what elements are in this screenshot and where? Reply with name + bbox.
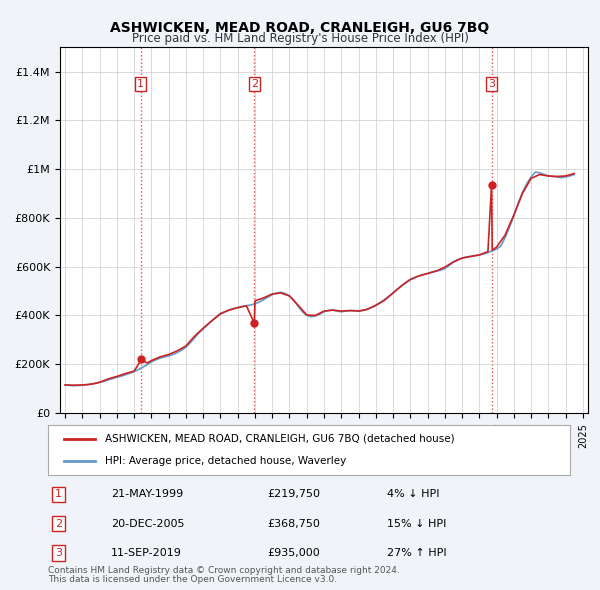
Text: 1: 1 (55, 490, 62, 499)
Text: Price paid vs. HM Land Registry's House Price Index (HPI): Price paid vs. HM Land Registry's House … (131, 32, 469, 45)
Text: 3: 3 (55, 548, 62, 558)
Text: 4% ↓ HPI: 4% ↓ HPI (388, 490, 440, 499)
Text: 11-SEP-2019: 11-SEP-2019 (110, 548, 182, 558)
Text: £935,000: £935,000 (267, 548, 320, 558)
Text: 27% ↑ HPI: 27% ↑ HPI (388, 548, 447, 558)
Text: ASHWICKEN, MEAD ROAD, CRANLEIGH, GU6 7BQ: ASHWICKEN, MEAD ROAD, CRANLEIGH, GU6 7BQ (110, 21, 490, 35)
Text: This data is licensed under the Open Government Licence v3.0.: This data is licensed under the Open Gov… (48, 575, 337, 584)
Text: £368,750: £368,750 (267, 519, 320, 529)
Text: 3: 3 (488, 79, 495, 88)
Text: 15% ↓ HPI: 15% ↓ HPI (388, 519, 446, 529)
Text: HPI: Average price, detached house, Waverley: HPI: Average price, detached house, Wave… (106, 456, 347, 466)
Text: 2: 2 (251, 79, 258, 88)
Text: ASHWICKEN, MEAD ROAD, CRANLEIGH, GU6 7BQ (detached house): ASHWICKEN, MEAD ROAD, CRANLEIGH, GU6 7BQ… (106, 434, 455, 444)
Text: 1: 1 (137, 79, 144, 88)
Text: £219,750: £219,750 (267, 490, 320, 499)
Text: Contains HM Land Registry data © Crown copyright and database right 2024.: Contains HM Land Registry data © Crown c… (48, 566, 400, 575)
Text: 21-MAY-1999: 21-MAY-1999 (110, 490, 183, 499)
Text: 20-DEC-2005: 20-DEC-2005 (110, 519, 184, 529)
Text: 2: 2 (55, 519, 62, 529)
